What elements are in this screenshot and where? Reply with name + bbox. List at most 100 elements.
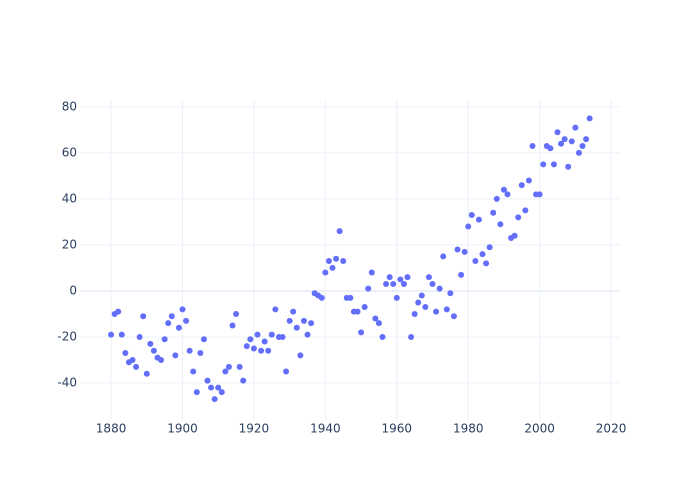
point: [504, 191, 511, 198]
point: [586, 115, 593, 122]
y-tick-label: 20: [62, 237, 77, 251]
point: [272, 306, 279, 313]
point: [265, 347, 272, 354]
y-tick-label: 80: [62, 99, 77, 113]
x-tick-label: 1880: [96, 422, 127, 436]
point: [347, 294, 354, 301]
point: [547, 145, 554, 152]
point: [143, 370, 150, 377]
point: [147, 340, 154, 347]
point: [372, 315, 379, 322]
y-tick-label: -40: [57, 375, 77, 389]
point: [468, 212, 475, 219]
point: [415, 299, 422, 306]
point: [243, 343, 250, 350]
point: [161, 336, 168, 343]
point: [222, 368, 229, 375]
point: [336, 228, 343, 235]
point: [433, 308, 440, 315]
point: [450, 313, 457, 320]
point: [183, 317, 190, 324]
y-tick-label: 40: [62, 191, 77, 205]
point: [190, 368, 197, 375]
point: [429, 281, 436, 288]
point: [454, 246, 461, 253]
point: [500, 186, 507, 193]
point: [558, 140, 565, 147]
point: [325, 258, 332, 265]
point: [554, 129, 561, 136]
point: [329, 264, 336, 271]
point: [561, 136, 568, 143]
point: [118, 331, 125, 338]
point: [240, 377, 247, 384]
point: [565, 163, 572, 170]
x-tick-label: 1900: [167, 422, 198, 436]
point: [583, 136, 590, 143]
point: [575, 149, 582, 156]
point: [247, 336, 254, 343]
point: [158, 356, 165, 363]
point: [204, 377, 211, 384]
point: [215, 384, 222, 391]
x-tick-label: 2020: [596, 422, 627, 436]
point: [168, 313, 175, 320]
x-tick-label: 2000: [524, 422, 555, 436]
point: [108, 331, 115, 338]
point: [404, 274, 411, 281]
point: [175, 324, 182, 331]
point: [308, 320, 315, 327]
point: [297, 352, 304, 359]
point: [525, 177, 532, 184]
point: [340, 258, 347, 265]
point: [268, 331, 275, 338]
point: [447, 290, 454, 297]
point: [290, 308, 297, 315]
point: [165, 320, 172, 327]
point: [368, 269, 375, 276]
point: [122, 350, 129, 357]
point: [361, 304, 368, 311]
point: [286, 317, 293, 324]
point: [443, 306, 450, 313]
point: [486, 244, 493, 251]
point: [497, 221, 504, 228]
point: [400, 281, 407, 288]
point: [129, 356, 136, 363]
point: [236, 363, 243, 370]
point: [375, 320, 382, 327]
x-tick-label: 1940: [310, 422, 341, 436]
y-tick-label: 60: [62, 145, 77, 159]
point: [418, 292, 425, 299]
point: [200, 336, 207, 343]
point: [425, 274, 432, 281]
point: [365, 285, 372, 292]
point: [333, 255, 340, 262]
x-tick-label: 1960: [382, 422, 413, 436]
point: [572, 124, 579, 131]
point: [172, 352, 179, 359]
point: [436, 285, 443, 292]
point: [411, 310, 418, 317]
point: [208, 384, 215, 391]
y-tick-label: 0: [69, 283, 77, 297]
point: [393, 294, 400, 301]
x-tick-label: 1980: [453, 422, 484, 436]
point: [304, 331, 311, 338]
point: [193, 389, 200, 396]
x-tick-label: 1920: [239, 422, 270, 436]
point: [568, 138, 575, 145]
point: [490, 209, 497, 216]
point: [408, 333, 415, 340]
point: [229, 322, 236, 329]
point: [261, 338, 268, 345]
point: [493, 195, 500, 202]
y-tick-label: -20: [57, 329, 77, 343]
point: [397, 276, 404, 283]
point: [458, 271, 465, 278]
point: [225, 363, 232, 370]
point: [479, 251, 486, 258]
point: [461, 248, 468, 255]
point: [550, 161, 557, 168]
